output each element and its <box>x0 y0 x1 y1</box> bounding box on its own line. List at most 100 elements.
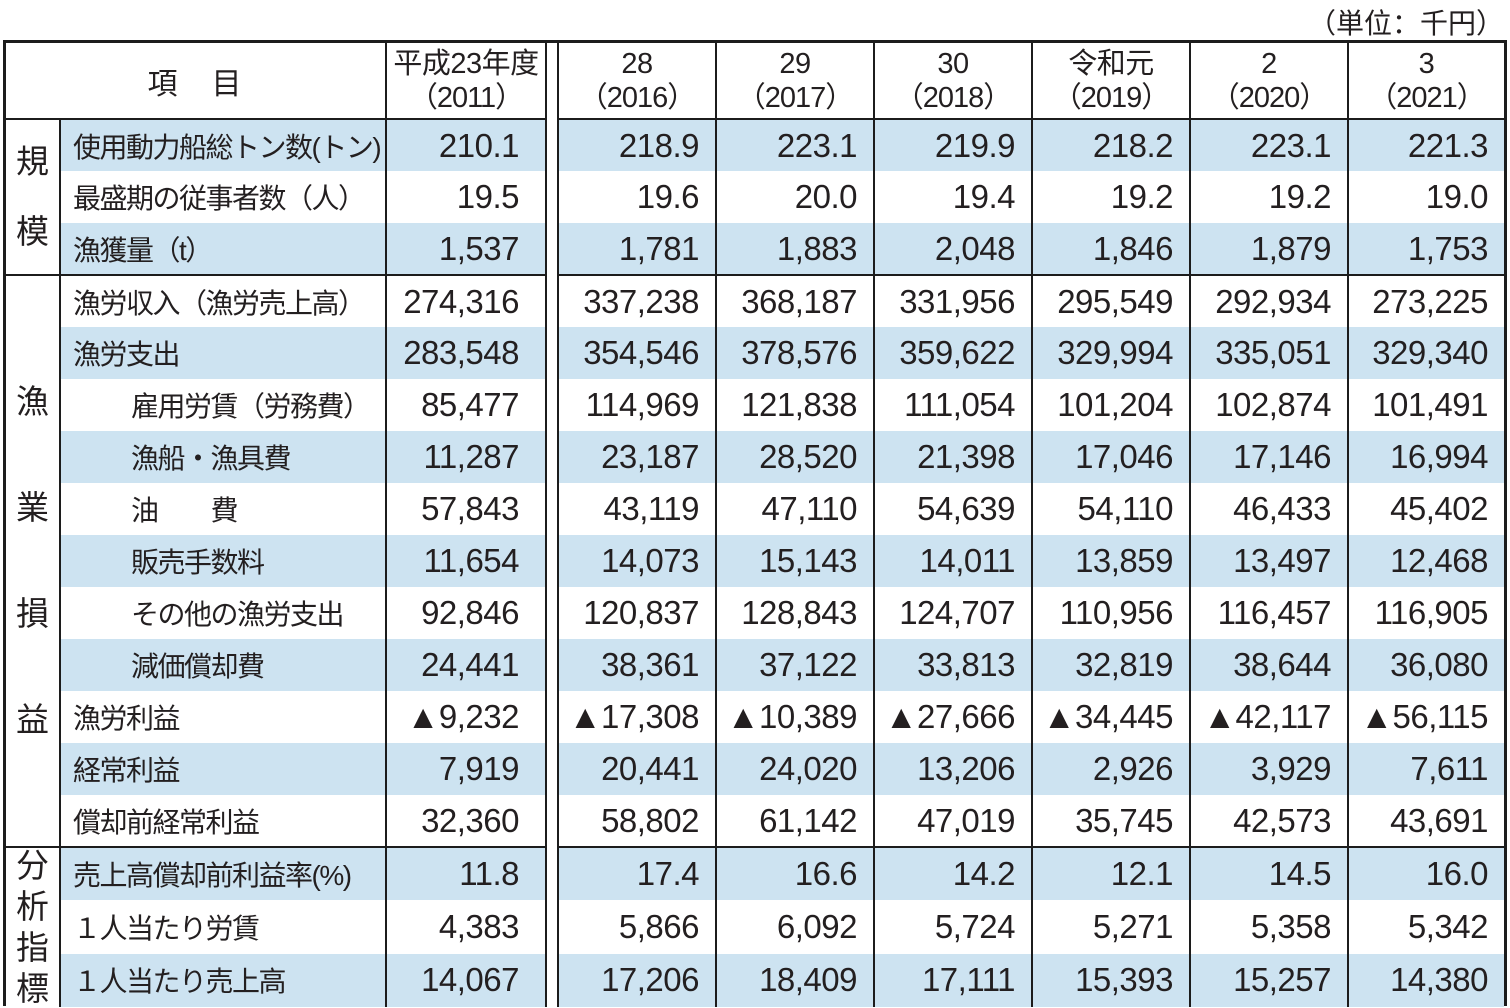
row-label: 漁獲量（t） <box>60 223 386 275</box>
value-cell: 1,846 <box>1031 223 1190 275</box>
value-cell: 19.2 <box>1189 171 1348 223</box>
row-label: １人当たり労賃 <box>73 912 260 944</box>
table-row: 分析指標売上高償却前利益率(%) 11.8 17.4 16.6 14.2 12.1 14.5… <box>6 845 1504 1007</box>
value-cell: 221.3 <box>1347 119 1504 171</box>
value-cell: 101,491 <box>1347 379 1504 431</box>
value-cell: 14,067 <box>385 953 546 1007</box>
value-cell: 17,046 <box>1031 431 1190 483</box>
value-cell: 1,537 <box>385 223 546 275</box>
value-cell: 5,271 <box>1031 900 1190 954</box>
value-cell: 19.6 <box>636 178 700 215</box>
column-gap <box>545 275 559 327</box>
row-group-label: 分析指標 <box>6 846 61 1007</box>
value-cell: 7,611 <box>1347 743 1504 795</box>
column-gap <box>545 743 559 795</box>
value-cell: 16.0 <box>1347 845 1504 901</box>
item-column-header: 項 目 <box>6 43 386 120</box>
value-cell: 12.1 <box>1031 845 1190 901</box>
value-cell: 35,745 <box>1031 795 1190 847</box>
unit-note: （単位：千円） <box>1307 8 1504 39</box>
value-cell: 1,753 <box>1347 223 1504 275</box>
value-cell: 42,573 <box>1189 795 1348 847</box>
value-cell: 38,361 <box>558 639 716 691</box>
row-label: その他の漁労支出 <box>131 599 345 630</box>
value-cell: ▲34,445 <box>1031 691 1190 743</box>
value-cell: 128,843 <box>715 587 874 639</box>
value-cell: 1,883 <box>715 223 874 275</box>
value-cell: 120,837 <box>583 594 699 631</box>
row-group-label: 漁業損益 <box>6 274 61 847</box>
table-row: その他の漁労支出 92,846 120,837 128,843 124,707 110,9… <box>6 587 1504 639</box>
value-cell: 11.8 <box>385 845 546 901</box>
row-label: 漁労収入（漁労売上高） <box>60 274 386 327</box>
year-column-header: 2 （2020） <box>1189 43 1348 120</box>
value-cell: 47,019 <box>873 795 1032 847</box>
value-cell: 17,146 <box>1189 431 1348 483</box>
value-cell: 223.1 <box>715 119 874 171</box>
year-column-header: 28 （2016） <box>557 43 716 120</box>
table-row: 漁労支出 283,548 354,546 378,576 359,622 329,994 3… <box>6 327 1504 379</box>
value-cell: 20,441 <box>558 743 716 795</box>
value-cell: 46,433 <box>1189 483 1348 535</box>
value-cell: 57,843 <box>385 483 546 535</box>
value-cell: 37,122 <box>715 639 874 691</box>
value-cell: ▲42,117 <box>1189 691 1348 743</box>
value-cell: 5,724 <box>873 900 1032 954</box>
vertical-label-char: 分 <box>16 847 49 884</box>
row-label: 最盛期の従事者数（人） <box>73 183 366 214</box>
value-cell: 116,457 <box>1189 587 1348 639</box>
value-cell: 28,520 <box>715 431 874 483</box>
vertical-label-char: 漁 <box>16 383 49 420</box>
year-column-header: 3 （2021） <box>1347 43 1504 120</box>
value-cell: 13,497 <box>1189 535 1348 587</box>
value-cell: 110,956 <box>1031 587 1190 639</box>
column-gap <box>545 535 559 587</box>
year-western-label: （2018） <box>894 81 1013 114</box>
value-cell: 43,119 <box>603 490 700 527</box>
vertical-label-char: 規 <box>16 143 49 180</box>
table-row: １人当たり売上高 14,067 17,206 18,409 17,111 15,393 15… <box>6 953 1504 1007</box>
column-gap <box>545 691 559 743</box>
table-row: 減価償却費 24,441 38,361 37,122 33,813 32,819 38,64… <box>6 639 1504 691</box>
value-cell: 111,054 <box>873 379 1032 431</box>
year-column-header: 30 （2018） <box>873 43 1032 120</box>
value-cell: 92,846 <box>385 587 546 639</box>
table-row: 経常利益 7,919 20,441 24,020 13,206 2,926 3,929 7,6… <box>6 743 1504 795</box>
row-label: 油 費 <box>131 495 239 526</box>
value-cell: 121,838 <box>715 379 874 431</box>
value-cell: 14,380 <box>1347 953 1504 1007</box>
table-row: 漁船・漁具費 11,287 23,187 28,520 21,398 17,046 17,1… <box>6 431 1504 483</box>
vertical-label-char: 損 <box>16 595 49 632</box>
table-row: 漁労利益 ▲9,232 ▲17,308 ▲10,389 ▲27,666 ▲34,445 ▲4… <box>6 691 1504 743</box>
row-label: 売上高償却前利益率(%) <box>60 845 386 901</box>
value-cell: 23,187 <box>558 431 716 483</box>
value-cell: 21,398 <box>873 431 1032 483</box>
value-cell: 124,707 <box>873 587 1032 639</box>
value-cell: 33,813 <box>873 639 1032 691</box>
column-gap <box>545 953 559 1007</box>
vertical-label-char: 業 <box>16 489 49 526</box>
value-cell: 218.9 <box>558 119 716 171</box>
vertical-label-char: 析 <box>16 888 49 925</box>
value-cell: 368,187 <box>715 274 874 327</box>
column-gap <box>545 900 559 954</box>
value-cell: 36,080 <box>1347 639 1504 691</box>
column-gap <box>545 639 559 691</box>
value-cell: 354,546 <box>558 327 716 379</box>
value-cell: 14.2 <box>873 845 1032 901</box>
value-cell: 58,802 <box>601 801 699 839</box>
table-row: 販売手数料 11,654 14,073 15,143 14,011 13,859 13,49… <box>6 535 1504 587</box>
value-cell: 7,919 <box>385 743 546 795</box>
value-cell: 54,110 <box>1031 483 1190 535</box>
year-era-label: 平成23年度 <box>393 47 539 80</box>
column-gap <box>545 43 559 119</box>
year-western-label: （2020） <box>1210 81 1329 114</box>
row-label: 漁船・漁具費 <box>60 431 386 483</box>
value-cell: 47,110 <box>715 483 874 535</box>
year-column-header: 29 （2017） <box>715 43 874 120</box>
value-cell: 12,468 <box>1347 535 1504 587</box>
value-cell: 11,287 <box>385 431 546 483</box>
value-cell: 2,048 <box>873 223 1032 275</box>
vertical-label-char: 模 <box>16 213 49 250</box>
value-cell: 14,073 <box>558 535 716 587</box>
